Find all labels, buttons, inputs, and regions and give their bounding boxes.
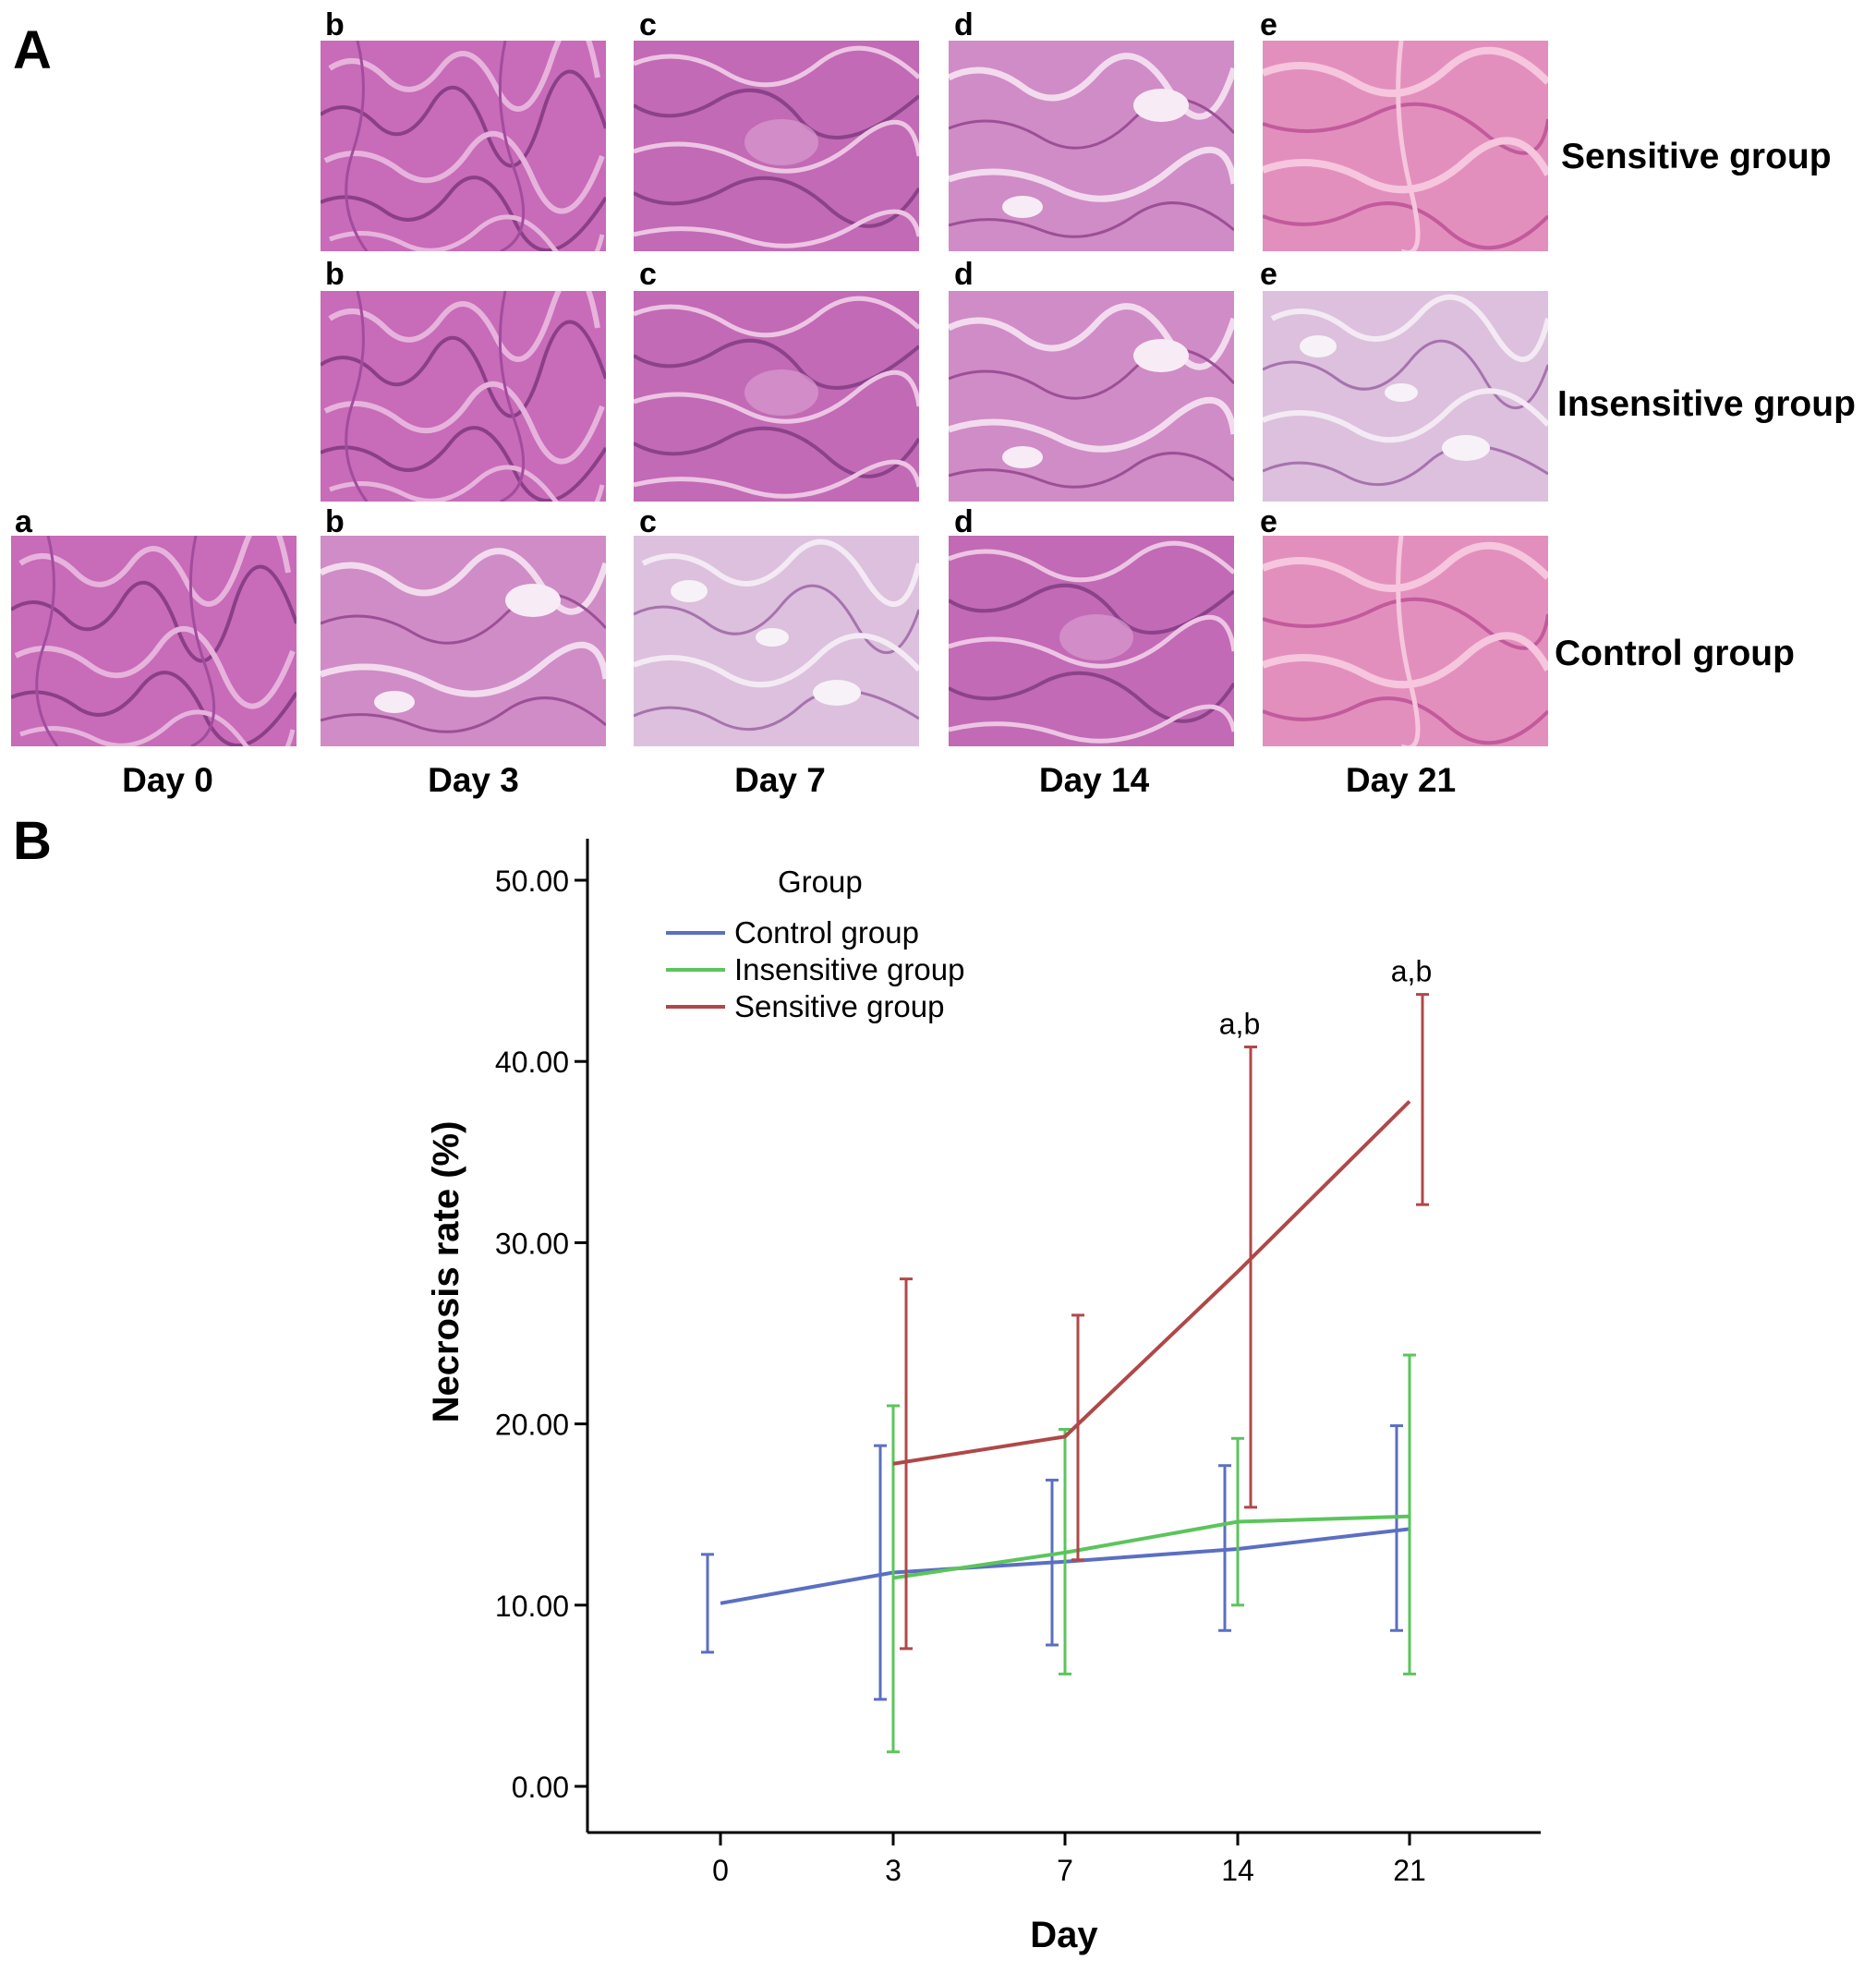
subpanel-letter: b [325, 504, 345, 539]
column-label-day0: Day 0 [122, 761, 213, 799]
subpanel-letter: b [325, 7, 345, 42]
subpanel-letter: d [954, 504, 974, 539]
legend-label: Sensitive group [734, 989, 944, 1023]
legend-title: Group [778, 865, 863, 899]
significance-annotation: a,b [1219, 1008, 1260, 1041]
y-tick-label: 40.00 [495, 1046, 569, 1079]
subpanel-letter: c [639, 7, 657, 42]
y-tick-label: 0.00 [512, 1771, 569, 1804]
column-label-day3: Day 3 [428, 761, 519, 799]
x-tick-label: 3 [885, 1854, 902, 1887]
y-tick-label: 50.00 [495, 865, 569, 898]
y-tick-label: 10.00 [495, 1590, 569, 1623]
y-tick-label: 20.00 [495, 1409, 569, 1442]
subpanel-letter: e [1260, 504, 1277, 539]
significance-annotation: a,b [1391, 955, 1432, 988]
subpanel-letter: b [325, 257, 345, 292]
legend-label: Insensitive group [734, 952, 964, 986]
y-axis-label: Necrosis rate (%) [426, 1121, 466, 1423]
row-label-insensitive: Insensitive group [1557, 384, 1856, 424]
subpanel-letter: c [639, 257, 657, 292]
series-line-sensitive-group [892, 1099, 1411, 1466]
legend-label: Control group [734, 915, 919, 950]
series-line-insensitive-group [892, 1514, 1410, 1580]
y-tick-label: 30.00 [495, 1227, 569, 1260]
panel-b-letter: B [13, 811, 52, 871]
row-label-control: Control group [1555, 634, 1795, 673]
panel-a-letter: A [13, 20, 52, 80]
subpanel-letter: e [1260, 7, 1277, 42]
subpanel-letter: c [639, 504, 657, 539]
column-label-day21: Day 21 [1345, 761, 1457, 799]
x-axis-label: Day [1030, 1915, 1098, 1955]
x-tick-label: 7 [1057, 1854, 1073, 1887]
row-label-sensitive: Sensitive group [1561, 137, 1832, 176]
subpanel-letter: e [1260, 257, 1277, 292]
subpanel-letter: d [954, 257, 974, 292]
x-tick-label: 0 [712, 1854, 729, 1887]
column-label-day14: Day 14 [1038, 761, 1150, 799]
subpanel-letter: d [954, 7, 974, 42]
x-tick-label: 14 [1221, 1854, 1254, 1887]
subpanel-letter: a [15, 504, 32, 539]
x-tick-label: 21 [1393, 1854, 1426, 1887]
column-label-day7: Day 7 [734, 761, 826, 799]
